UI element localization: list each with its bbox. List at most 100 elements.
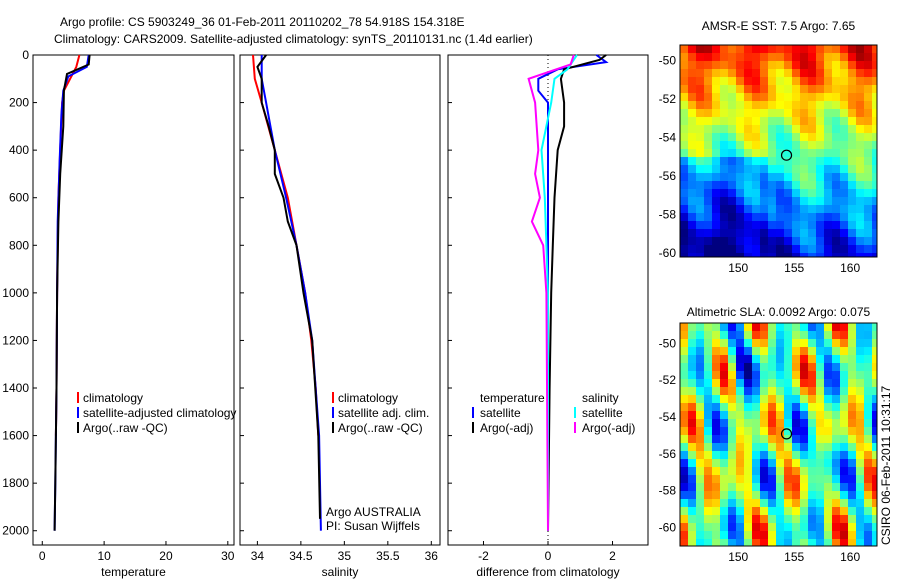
map-cell	[800, 181, 808, 189]
map-cell	[872, 523, 877, 531]
map-cell	[832, 197, 840, 205]
timestamp-label: CSIRO 06-Feb-2011 10:31:17	[879, 385, 893, 545]
map-cell	[776, 539, 784, 546]
map-cell	[816, 435, 824, 443]
map-cell	[808, 483, 816, 491]
map-cell	[712, 507, 720, 515]
map-cell	[864, 419, 872, 427]
map-cell	[704, 53, 712, 61]
map-cell	[696, 141, 704, 149]
map-cell	[728, 539, 736, 546]
map-cell	[864, 363, 872, 371]
map-cell	[784, 173, 792, 181]
map-cell	[864, 523, 872, 531]
map-cell	[816, 491, 824, 499]
map-cell	[792, 411, 800, 419]
x-tick-label: 35	[338, 549, 352, 563]
sla-map: Altimetric SLA: 0.0092 Argo: 0.075 150 155…	[659, 305, 878, 564]
map-cell	[696, 435, 704, 443]
map-cell	[784, 451, 792, 459]
map-cell	[856, 205, 864, 213]
map-y-tick-label: -54	[659, 131, 677, 145]
map-cell	[784, 323, 792, 331]
map-cell	[864, 213, 872, 221]
map-cell	[736, 531, 744, 539]
map-cell	[792, 229, 800, 237]
map-cell	[784, 483, 792, 491]
map-cell	[760, 141, 768, 149]
map-cell	[848, 189, 856, 197]
map-cell	[848, 507, 856, 515]
map-cell	[808, 85, 816, 93]
map-cell	[824, 61, 832, 69]
map-cell	[792, 323, 800, 331]
map-cell	[728, 141, 736, 149]
map-cell	[688, 475, 696, 483]
map-cell	[728, 451, 736, 459]
map-cell	[728, 419, 736, 427]
map-cell	[760, 101, 768, 109]
map-cell	[816, 125, 824, 133]
map-cell	[824, 395, 832, 403]
map-cell	[728, 149, 736, 157]
map-cell	[840, 491, 848, 499]
map-cell	[816, 443, 824, 451]
map-cell	[808, 197, 816, 205]
map-y-tick-label: -54	[659, 410, 677, 424]
map-cell	[840, 459, 848, 467]
map-cell	[736, 499, 744, 507]
map-cell	[720, 331, 728, 339]
map-cell	[848, 237, 856, 245]
map-cell	[848, 77, 856, 85]
map-cell	[784, 475, 792, 483]
map-cell	[736, 85, 744, 93]
map-cell	[792, 459, 800, 467]
map-cell	[816, 499, 824, 507]
map-cell	[784, 133, 792, 141]
map-cell	[688, 61, 696, 69]
map-cell	[744, 475, 752, 483]
map-cell	[872, 117, 877, 125]
map-cell	[840, 229, 848, 237]
series-line-argo-raw-qc-	[53, 54, 91, 531]
map-cell	[832, 531, 840, 539]
map-cell	[856, 491, 864, 499]
argo-position-marker	[780, 149, 793, 161]
map-cell	[688, 539, 696, 546]
map-cell	[768, 331, 776, 339]
map-cell	[720, 523, 728, 531]
profile-panel-1: 0 10 20 30 0 200 400 600 800 1000 1200 1400 1600 1800…	[2, 48, 236, 579]
map-cell	[752, 93, 760, 101]
map-cell	[712, 347, 720, 355]
map-cell	[800, 133, 808, 141]
x-tick-label: 34	[251, 549, 265, 563]
map-cell	[760, 331, 768, 339]
map-cell	[720, 117, 728, 125]
map-cell	[816, 53, 824, 61]
map-cell	[752, 331, 760, 339]
map-cell	[704, 395, 712, 403]
map-cell	[680, 165, 688, 173]
map-cell	[856, 45, 864, 53]
map-cell	[736, 149, 744, 157]
map-cell	[752, 467, 760, 475]
map-cell	[728, 205, 736, 213]
map-cell	[736, 205, 744, 213]
map-cell	[840, 403, 848, 411]
map-cell	[800, 499, 808, 507]
map-cell	[832, 331, 840, 339]
map-cell	[696, 451, 704, 459]
map-cell	[728, 435, 736, 443]
map-cell	[712, 523, 720, 531]
map-cell	[712, 467, 720, 475]
map-cell	[728, 339, 736, 347]
map-cell	[824, 411, 832, 419]
map-cell	[752, 141, 760, 149]
map-cell	[800, 205, 808, 213]
map-cell	[848, 539, 856, 546]
map-cell	[736, 45, 744, 53]
map-cell	[688, 499, 696, 507]
map-cell	[728, 245, 736, 253]
map-cell	[872, 141, 877, 149]
map-cell	[712, 531, 720, 539]
